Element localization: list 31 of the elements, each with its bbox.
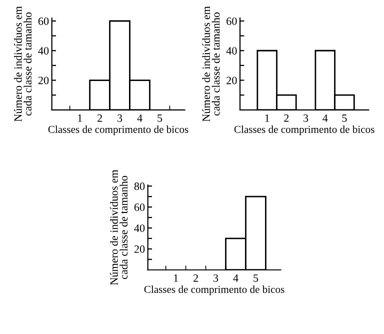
x-axis-title: Classes de comprimento de bicos: [234, 126, 374, 136]
y-axis-title: Número de indivíduos em cada classe de tamanho: [110, 170, 128, 285]
y-axis-title: Número de indivíduos em cada classe de tamanho: [14, 6, 32, 122]
x-axis-title: Classes de comprimento de bicos: [48, 126, 188, 136]
y-tick-label: 60: [226, 17, 237, 25]
x-tick-label: 3: [118, 114, 122, 122]
x-tick-label: 1: [174, 274, 178, 282]
y-tick-label: 80: [134, 182, 145, 190]
x-tick-label: 4: [233, 274, 238, 282]
x-tick-label: 2: [284, 114, 289, 122]
x-tick-label: 4: [137, 114, 142, 122]
x-tick-label: 2: [98, 114, 102, 122]
x-tick-label: 1: [265, 114, 270, 122]
x-tick-label: 5: [342, 114, 347, 122]
y-tick-label: 20: [38, 76, 49, 84]
y-tick-label: 20: [226, 76, 237, 84]
y-tick-label: 20: [134, 245, 145, 253]
x-tick-label: 5: [158, 114, 162, 122]
y-tick-label: 40: [134, 224, 145, 232]
x-tick-label: 3: [304, 114, 308, 122]
x-tick-label: 2: [194, 274, 198, 282]
y-axis-title: Número de indivíduos em cada classe de tamanho: [202, 6, 220, 122]
y-tick-label: 60: [38, 17, 49, 25]
y-tick-label: 40: [226, 47, 237, 55]
x-tick-label: 5: [254, 274, 258, 282]
x-tick-label: 3: [214, 274, 218, 282]
x-tick-label: 1: [78, 114, 82, 122]
y-tick-label: 40: [38, 47, 49, 55]
y-tick-label: 60: [134, 203, 145, 211]
x-tick-label: 4: [322, 114, 328, 122]
x-axis-title: Classes de comprimento de bicos: [144, 286, 284, 296]
